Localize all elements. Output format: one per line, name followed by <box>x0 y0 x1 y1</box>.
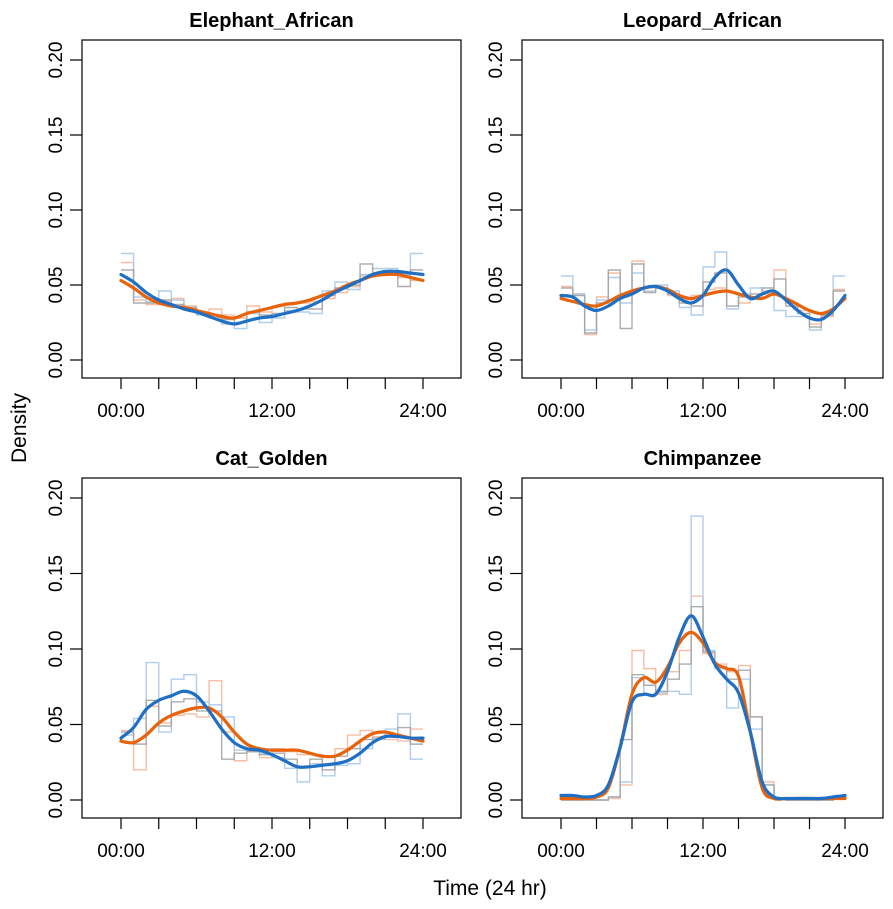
x-tick-label: 00:00 <box>537 841 585 862</box>
y-tick-label: 0.05 <box>486 706 507 743</box>
x-tick-label: 24:00 <box>821 841 869 862</box>
panel-2: Leopard_African 0.00 0.05 0.10 0.15 0.20 00:00… <box>486 10 884 422</box>
y-tick-label: 0.15 <box>46 117 67 154</box>
y-tick-label: 0.20 <box>486 42 507 79</box>
histogram-blue <box>121 661 423 783</box>
x-tick-label: 12:00 <box>679 841 727 862</box>
y-tick-label: 0.20 <box>46 480 67 517</box>
x-tick-label: 12:00 <box>248 841 296 862</box>
plot-frame <box>81 39 462 379</box>
density-line-blue <box>559 614 847 801</box>
x-tick-label: 00:00 <box>97 841 145 862</box>
panel-4: Chimpanzee 0.00 0.05 0.10 0.15 0.20 00:00 12:00… <box>486 448 884 862</box>
x-tick-label: 00:00 <box>537 401 585 422</box>
panel-title: Cat_Golden <box>215 448 327 470</box>
histogram-orange <box>121 261 423 319</box>
panel-title: Leopard_African <box>623 10 782 32</box>
x-tick-label: 12:00 <box>248 401 296 422</box>
y-tick-label: 0.05 <box>486 267 507 304</box>
histogram-blue <box>121 252 423 330</box>
y-tick-label: 0.05 <box>46 706 67 743</box>
density-line-blue <box>559 268 847 322</box>
y-tick-label: 0.10 <box>486 631 507 668</box>
y-tick-label: 0.15 <box>486 555 507 592</box>
y-tick-label: 0.15 <box>46 555 67 592</box>
plot-frame <box>81 477 462 819</box>
density-line-blue <box>119 689 425 769</box>
x-tick-label: 24:00 <box>399 401 447 422</box>
y-tick-label: 0.00 <box>486 782 507 819</box>
x-tick-label: 24:00 <box>821 401 869 422</box>
panel-3: Cat_Golden 0.00 0.05 0.10 0.15 0.20 00:00 12:00… <box>46 448 462 862</box>
density-line-orange <box>559 630 847 801</box>
density-line-orange <box>119 705 425 759</box>
y-tick-label: 0.20 <box>486 480 507 517</box>
panel-title: Chimpanzee <box>644 448 762 470</box>
x-tick-label: 24:00 <box>399 841 447 862</box>
y-tick-label: 0.20 <box>46 42 67 79</box>
histogram-blue <box>561 515 845 801</box>
x-tick-label: 12:00 <box>679 401 727 422</box>
y-tick-label: 0.10 <box>46 192 67 229</box>
y-axis-label: Density <box>8 392 31 463</box>
plot-frame <box>521 39 884 379</box>
y-tick-label: 0.05 <box>46 267 67 304</box>
x-tick-label: 00:00 <box>97 401 145 422</box>
panel-1: Elephant_African 0.00 0.05 0.10 0.15 0.20 00:0… <box>46 10 462 422</box>
y-tick-label: 0.00 <box>46 782 67 819</box>
panel-title: Elephant_African <box>189 10 353 32</box>
y-tick-label: 0.10 <box>46 631 67 668</box>
y-tick-label: 0.00 <box>486 342 507 379</box>
histogram-grey <box>121 698 423 771</box>
y-tick-label: 0.00 <box>46 342 67 379</box>
y-tick-label: 0.10 <box>486 192 507 229</box>
x-axis-label: Time (24 hr) <box>433 877 547 900</box>
density-line-blue <box>119 269 425 326</box>
y-tick-label: 0.15 <box>486 117 507 154</box>
